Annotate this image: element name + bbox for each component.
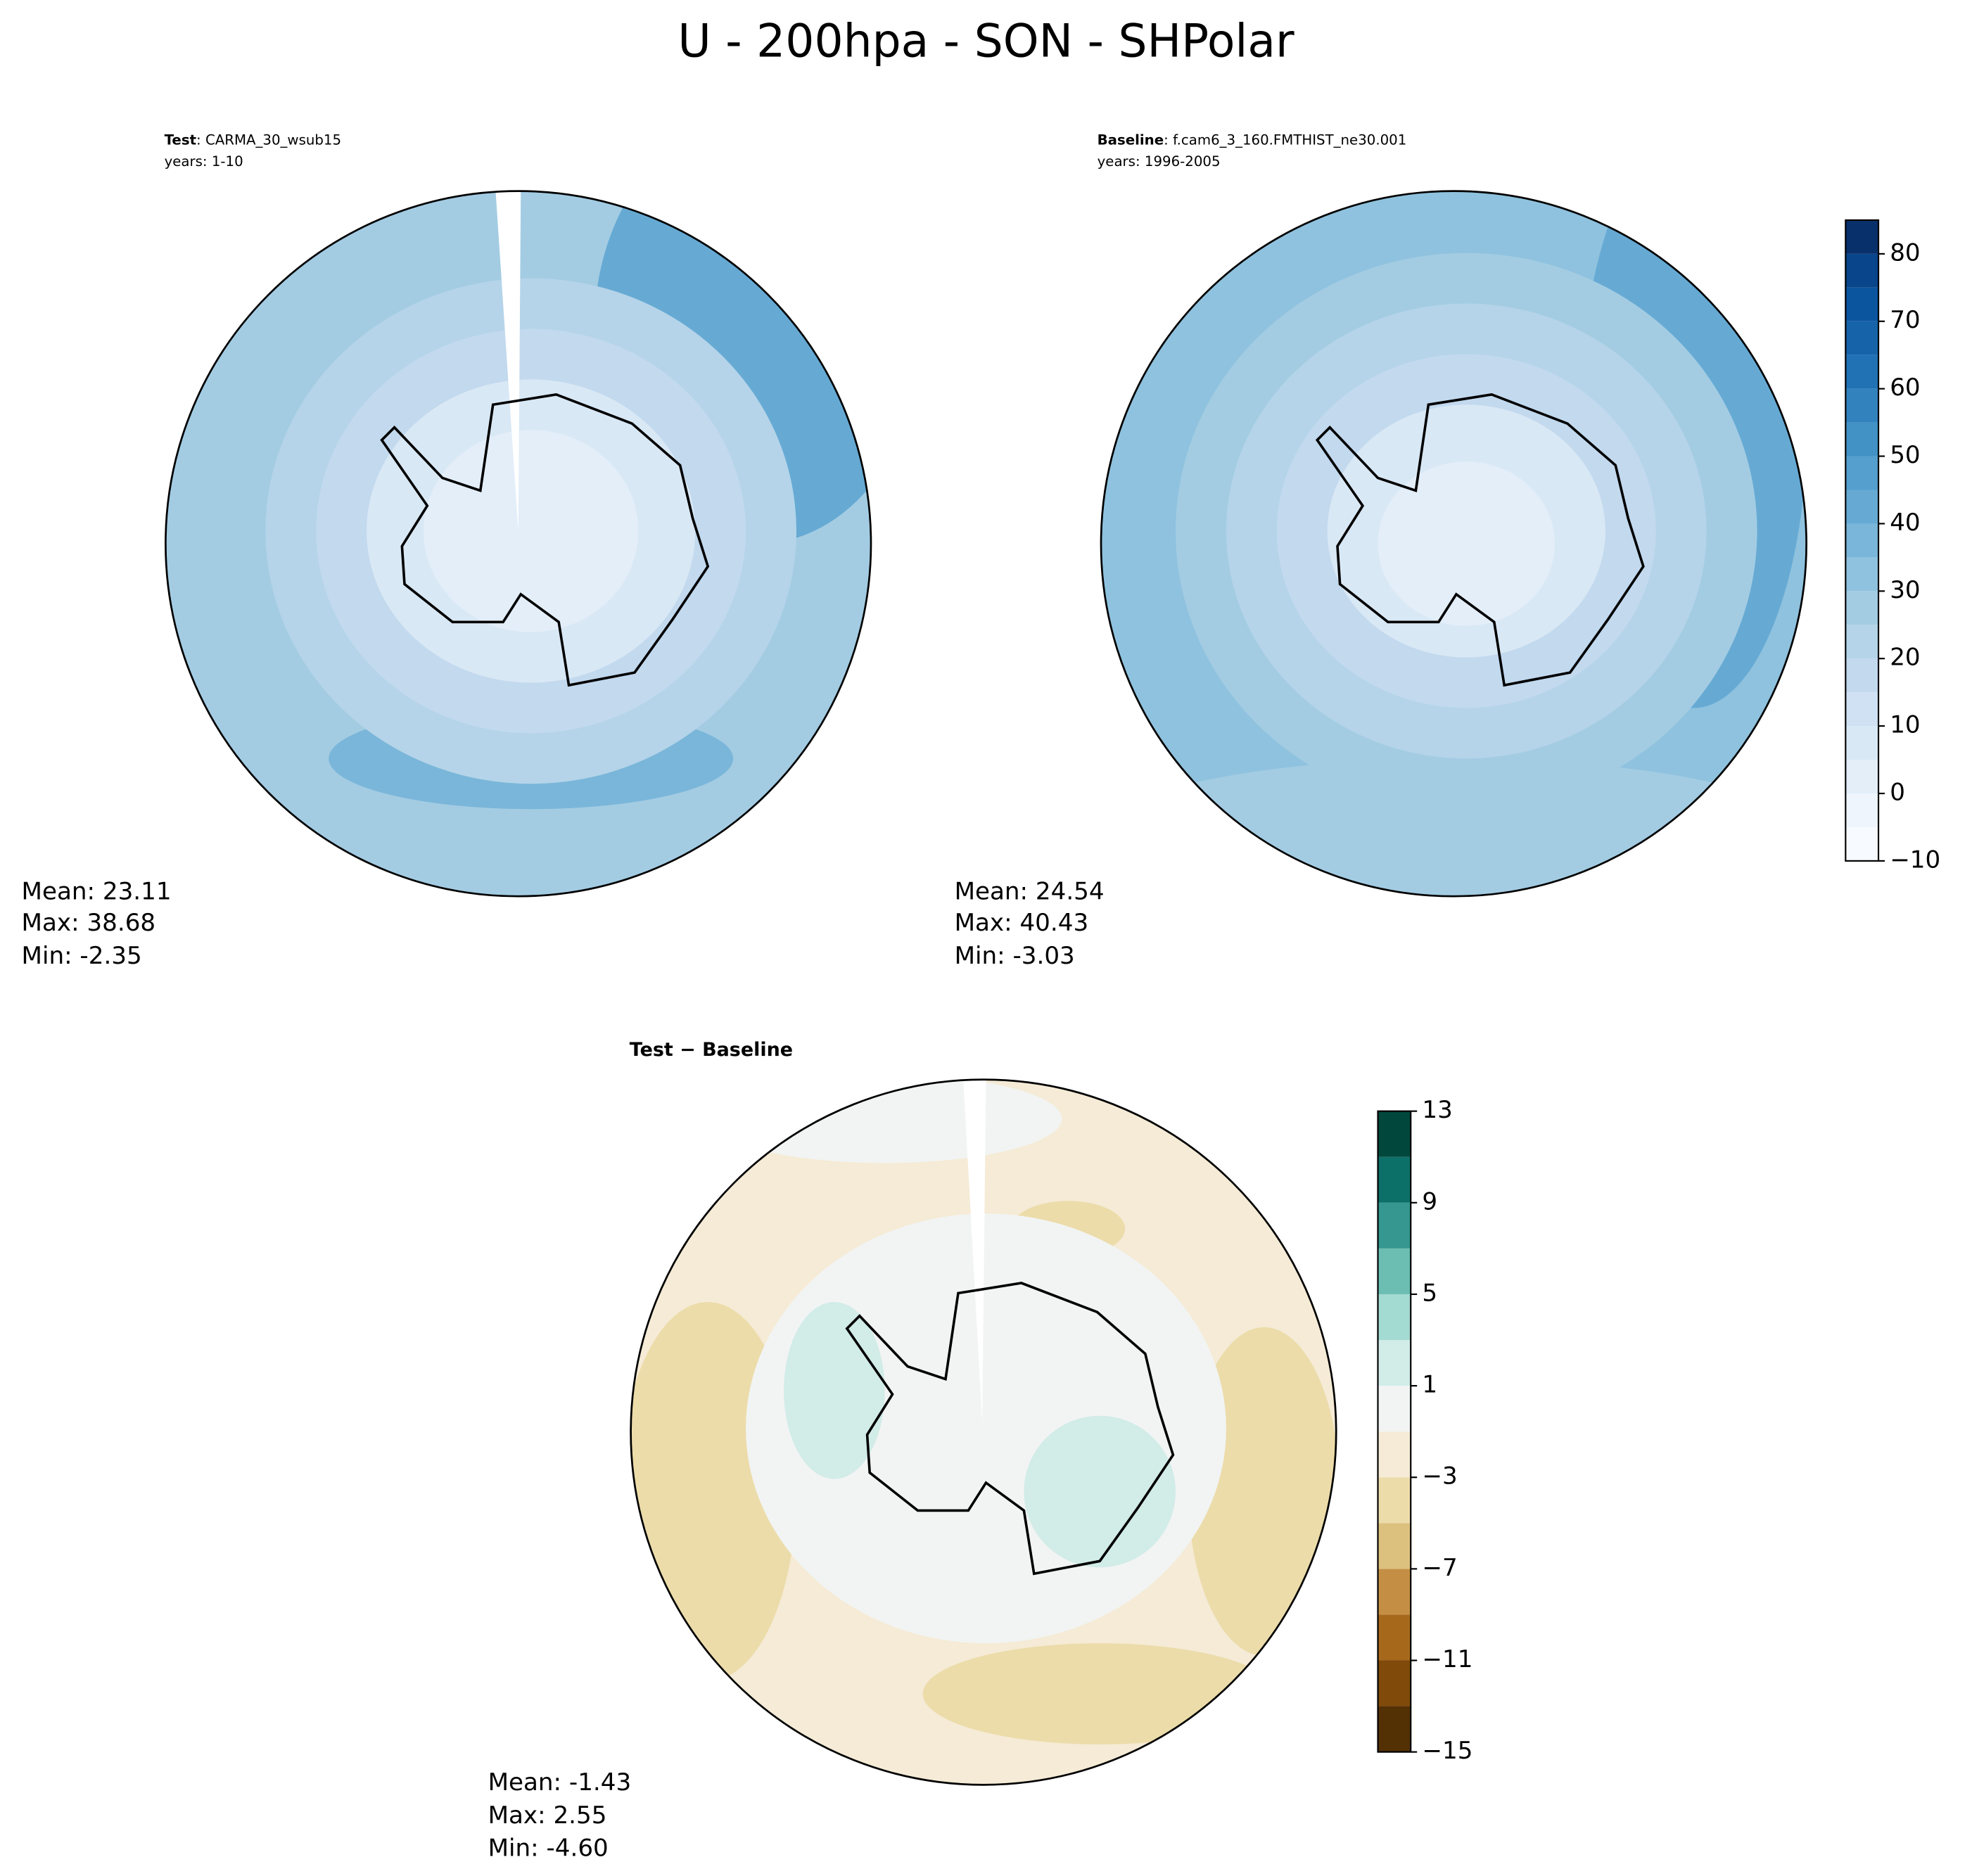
- colorbar-tick-label: −11: [1422, 1645, 1472, 1673]
- colorbar-band: [1845, 692, 1879, 727]
- colorbar-tick-label: −15: [1422, 1737, 1472, 1765]
- colorbar-band: [1378, 1523, 1411, 1569]
- colorbar-band: [1378, 1431, 1411, 1478]
- colorbar-tick-label: −10: [1890, 846, 1940, 874]
- figure-title: U - 200hpa - SON - SHPolar: [678, 15, 1294, 68]
- stat: Max: 2.55: [488, 1801, 607, 1830]
- map-test: Test: CARMA_30_wsub15 years: 1-10 Mean: …: [22, 132, 872, 970]
- colorbar-band: [1845, 591, 1879, 625]
- colorbar-band: [1845, 422, 1879, 457]
- panel-years: years: 1996-2005: [1098, 153, 1221, 170]
- colorbar-tick-label: 80: [1890, 238, 1920, 267]
- colorbar-band: [1845, 219, 1879, 254]
- colorbar-tick-label: 20: [1890, 644, 1920, 672]
- colorbar-tick-label: 30: [1890, 576, 1920, 604]
- panel-label-bold: Baseline: [1098, 132, 1164, 148]
- colorbar-band: [1845, 827, 1879, 861]
- panel-label: Test − Baseline: [630, 1039, 793, 1061]
- colorbar-band: [1378, 1156, 1411, 1203]
- colorbar-band: [1845, 321, 1879, 355]
- colorbar-band: [1378, 1614, 1411, 1661]
- colorbar-tick-label: 40: [1890, 509, 1920, 537]
- colorbar-band: [1378, 1569, 1411, 1615]
- colorbar-band: [1845, 760, 1879, 794]
- colorbar-band: [1845, 557, 1879, 592]
- panel-label: Test: CARMA_30_wsub15: [165, 132, 341, 148]
- map-baseline: Baseline: f.cam6_3_160.FMTHIST_ne30.001 …: [955, 132, 1807, 970]
- colorbar-tick-label: 5: [1422, 1279, 1437, 1307]
- colorbar-band: [1378, 1660, 1411, 1706]
- colorbar-band: [1845, 523, 1879, 558]
- colorbar-tick-label: 9: [1422, 1187, 1437, 1215]
- panel-years: years: 1-10: [165, 153, 243, 170]
- colorbar-band: [1378, 1248, 1411, 1294]
- stat: Min: -2.35: [22, 942, 142, 970]
- colorbar-band: [1845, 726, 1879, 760]
- colorbar-tick-label: 70: [1890, 306, 1920, 334]
- panel-label-bold: Test: [165, 132, 196, 148]
- colorbar-band: [1845, 287, 1879, 321]
- colorbar-band: [1845, 253, 1879, 288]
- stat: Mean: 23.11: [22, 877, 172, 905]
- stat: Min: -3.03: [955, 942, 1075, 970]
- colorbar-frame: [1377, 1110, 1412, 1753]
- colorbar-band: [1378, 1294, 1411, 1341]
- map-difference: Test − Baseline Mean: -1.43 Max: 2.55 Mi…: [488, 1039, 1337, 1862]
- colorbar-band: [1845, 793, 1879, 827]
- colorbar-tick-label: 1: [1422, 1371, 1437, 1399]
- colorbar-band: [1845, 490, 1879, 524]
- colorbar-frame: [1845, 219, 1880, 862]
- colorbar-tick-label: −3: [1422, 1462, 1457, 1491]
- colorbar-tick-label: −7: [1422, 1554, 1457, 1582]
- stat: Mean: 24.54: [955, 877, 1105, 905]
- colorbar-band: [1845, 456, 1879, 490]
- colorbar-band: [1378, 1111, 1411, 1157]
- stat: Mean: -1.43: [488, 1768, 632, 1797]
- colorbar-band: [1845, 658, 1879, 693]
- colorbar-band: [1378, 1202, 1411, 1249]
- colorbar-band: [1845, 355, 1879, 389]
- stat: Max: 38.68: [22, 909, 156, 937]
- colorbar-tick-label: 10: [1890, 711, 1920, 739]
- colorbar-band: [1378, 1386, 1411, 1432]
- colorbar-band: [1378, 1477, 1411, 1524]
- colorbar-tick-label: 60: [1890, 374, 1920, 402]
- colorbar-band: [1378, 1706, 1411, 1752]
- colorbar-tick-label: 50: [1890, 441, 1920, 469]
- colorbar-tick-label: 13: [1422, 1096, 1452, 1124]
- stat: Max: 40.43: [955, 909, 1089, 937]
- colorbar-band: [1845, 388, 1879, 423]
- panel-label-case: : CARMA_30_wsub15: [196, 132, 341, 148]
- colorbar-band: [1378, 1340, 1411, 1386]
- colorbar-tick-label: 0: [1890, 779, 1905, 807]
- stat: Min: -4.60: [488, 1834, 609, 1862]
- panel-label: Baseline: f.cam6_3_160.FMTHIST_ne30.001: [1098, 132, 1407, 148]
- panel-label-case: : f.cam6_3_160.FMTHIST_ne30.001: [1164, 132, 1406, 148]
- colorbar-band: [1845, 625, 1879, 659]
